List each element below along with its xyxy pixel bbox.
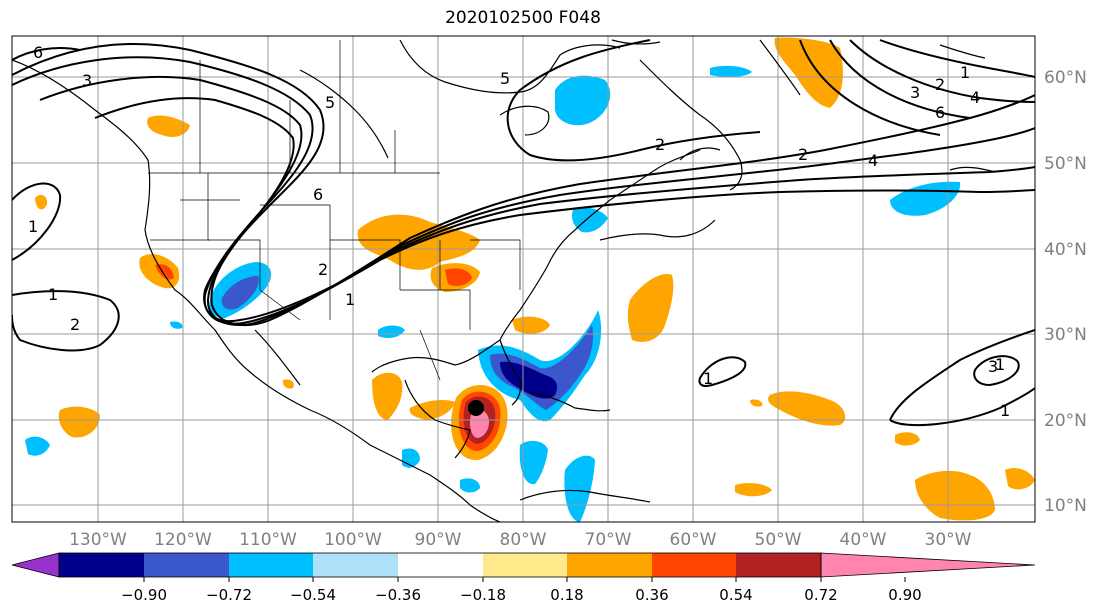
colorbar-tick-label: 0.18 bbox=[550, 586, 583, 604]
contour-label: 5 bbox=[500, 69, 510, 88]
contour-label: 3 bbox=[988, 357, 998, 376]
contour-label: 5 bbox=[325, 93, 335, 112]
latitude-label: 30°N bbox=[1044, 325, 1087, 345]
longitude-label: 110°W bbox=[239, 530, 297, 550]
longitude-label: 130°W bbox=[69, 530, 127, 550]
longitude-label: 90°W bbox=[415, 530, 462, 550]
longitude-label: 60°W bbox=[670, 530, 717, 550]
contour-label: 1 bbox=[995, 355, 1005, 374]
longitude-label: 40°W bbox=[840, 530, 887, 550]
contour-label: 3 bbox=[910, 83, 920, 102]
longitude-axis: 130°W 120°W 110°W 100°W 90°W 80°W 70°W 6… bbox=[69, 530, 972, 550]
storm-center-marker bbox=[468, 400, 484, 416]
colorbar-segment bbox=[59, 553, 144, 577]
contour-label: 6 bbox=[33, 43, 43, 62]
contour-label: 2 bbox=[798, 145, 808, 164]
longitude-label: 120°W bbox=[154, 530, 212, 550]
colorbar-tick-label: 0.36 bbox=[635, 586, 668, 604]
colorbar-extend-max bbox=[820, 552, 1036, 578]
colorbar-extend-min bbox=[11, 552, 60, 578]
longitude-label: 50°W bbox=[755, 530, 802, 550]
contour-label: 6 bbox=[313, 185, 323, 204]
contour-label: 6 bbox=[935, 103, 945, 122]
colorbar-tick-label: −0.36 bbox=[375, 586, 421, 604]
coastlines bbox=[12, 39, 996, 522]
colorbar-segment bbox=[144, 553, 229, 577]
colorbar-segment bbox=[313, 553, 398, 577]
latitude-axis: 60°N 50°N 40°N 30°N 20°N 10°N bbox=[1044, 68, 1087, 516]
contours bbox=[12, 39, 1035, 427]
longitude-label: 70°W bbox=[585, 530, 632, 550]
colorbar-segment bbox=[567, 553, 652, 577]
map-title: 2020102500 F048 bbox=[445, 8, 601, 28]
longitude-label: 80°W bbox=[500, 530, 547, 550]
contour-label: 1 bbox=[345, 290, 355, 309]
contour-label: 2 bbox=[655, 135, 665, 154]
latitude-label: 20°N bbox=[1044, 411, 1087, 431]
contour-label: 1 bbox=[1000, 401, 1010, 420]
colorbar-segment bbox=[483, 553, 567, 577]
contour-label: 2 bbox=[70, 315, 80, 334]
contour-label: 4 bbox=[970, 88, 980, 107]
longitude-label: 30°W bbox=[925, 530, 972, 550]
colorbar-segment bbox=[652, 553, 736, 577]
colorbar-tick-label: 0.72 bbox=[804, 586, 837, 604]
contour-label: 2 bbox=[318, 260, 328, 279]
colorbar-segment bbox=[229, 553, 313, 577]
colorbar-tick-label: −0.18 bbox=[460, 586, 506, 604]
longitude-label: 100°W bbox=[324, 530, 382, 550]
colorbar-tick-label: 0.90 bbox=[888, 586, 921, 604]
contour-label: 4 bbox=[868, 151, 878, 170]
contour-label: 1 bbox=[960, 63, 970, 82]
latitude-label: 60°N bbox=[1044, 68, 1087, 88]
colorbar-tick-label: −0.54 bbox=[290, 586, 336, 604]
colorbar-tick-label: −0.90 bbox=[121, 586, 167, 604]
contour-label: 3 bbox=[82, 71, 92, 90]
plot-frame bbox=[11, 35, 1036, 523]
contour-label: 1 bbox=[28, 217, 38, 236]
contour-label: 2 bbox=[935, 75, 945, 94]
contour-label: 1 bbox=[48, 285, 58, 304]
colorbar-segment bbox=[736, 553, 821, 577]
colorbar: −0.90 −0.72 −0.54 −0.36 −0.18 0.18 0.36 … bbox=[11, 552, 1036, 604]
colorbar-segment bbox=[398, 553, 483, 577]
latitude-label: 10°N bbox=[1044, 496, 1087, 516]
contour-label: 1 bbox=[703, 369, 713, 388]
latitude-label: 40°N bbox=[1044, 240, 1087, 260]
contour-label-group: 6 3 5 1 2 3 4 6 2 4 6 1 1 2 1 2 1 3 1 5 … bbox=[28, 43, 1010, 420]
colorbar-tick-label: 0.54 bbox=[719, 586, 752, 604]
colorbar-tick-label: −0.72 bbox=[206, 586, 252, 604]
latitude-label: 50°N bbox=[1044, 154, 1087, 174]
